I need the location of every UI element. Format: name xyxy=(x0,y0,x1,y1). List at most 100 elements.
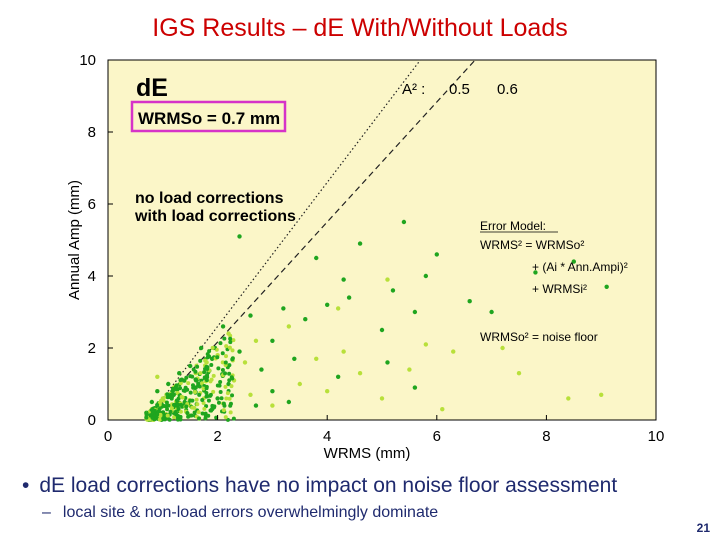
data-point xyxy=(228,403,233,408)
x-tick-label: 10 xyxy=(648,428,665,445)
data-point xyxy=(223,360,228,365)
data-point xyxy=(412,309,418,315)
data-point xyxy=(500,345,505,351)
data-point xyxy=(314,255,319,261)
data-point xyxy=(242,360,248,365)
data-point xyxy=(197,384,202,389)
data-point xyxy=(335,374,341,379)
data-point xyxy=(314,356,319,361)
data-point xyxy=(229,375,234,380)
x-tick-label: 6 xyxy=(433,428,441,445)
data-point xyxy=(204,394,209,399)
data-point xyxy=(155,402,160,407)
data-point xyxy=(604,284,609,289)
data-point xyxy=(195,364,200,369)
data-point xyxy=(208,379,213,384)
data-point xyxy=(168,409,173,414)
data-point xyxy=(209,362,214,367)
data-point xyxy=(200,398,205,403)
data-point xyxy=(489,309,494,315)
data-point xyxy=(200,411,205,416)
data-point xyxy=(144,412,149,417)
data-point xyxy=(176,414,181,419)
data-point xyxy=(226,381,231,387)
y-tick-label: 6 xyxy=(88,196,96,213)
data-point xyxy=(188,374,193,379)
data-point xyxy=(451,349,456,354)
data-point xyxy=(188,413,193,418)
data-point xyxy=(185,410,190,415)
axes: 0 2 4 6 8 10 0 2 4 6 8 10 WRMS (mm) Annual Amp (mm) xyxy=(66,52,664,462)
data-point xyxy=(253,338,259,343)
data-point xyxy=(192,405,197,410)
data-point xyxy=(218,380,223,385)
data-point xyxy=(158,398,163,403)
data-point xyxy=(175,417,180,422)
reference-prefix: A² : xyxy=(402,81,425,98)
data-point xyxy=(434,252,439,257)
data-point xyxy=(172,402,177,407)
y-tick-label: 8 xyxy=(88,124,96,141)
data-point xyxy=(214,347,219,352)
error-model-footer: WRMSo² = noise floor xyxy=(480,330,598,344)
data-point xyxy=(215,355,220,360)
legend-no-load: no load corrections xyxy=(135,190,284,207)
data-point xyxy=(165,392,170,397)
data-point xyxy=(191,367,196,372)
error-model-heading: Error Model: xyxy=(480,219,546,233)
data-point xyxy=(178,381,183,386)
reference-label-2: 0.6 xyxy=(497,81,518,98)
data-point xyxy=(198,345,204,351)
data-point xyxy=(169,405,174,410)
data-point xyxy=(270,338,275,343)
data-point xyxy=(197,416,202,421)
data-point xyxy=(171,386,176,391)
data-point xyxy=(161,410,166,415)
data-point xyxy=(230,357,235,362)
data-point xyxy=(220,324,226,329)
data-point xyxy=(155,389,160,394)
data-point xyxy=(390,288,396,293)
x-tick-label: 8 xyxy=(542,428,550,445)
data-point xyxy=(325,389,330,394)
data-point xyxy=(164,400,169,405)
data-point xyxy=(292,356,297,361)
data-point xyxy=(181,388,186,393)
data-point xyxy=(224,344,229,349)
data-point xyxy=(158,412,163,417)
data-point xyxy=(599,392,604,397)
panel-label: dE xyxy=(136,74,168,102)
y-tick-label: 10 xyxy=(79,52,96,69)
data-point xyxy=(227,345,232,350)
x-tick-label: 4 xyxy=(323,428,331,445)
data-point xyxy=(196,410,201,415)
y-tick-label: 4 xyxy=(88,268,96,285)
data-point xyxy=(208,392,213,397)
data-point xyxy=(203,416,208,421)
data-points xyxy=(144,219,609,422)
data-point xyxy=(401,219,407,225)
noise-floor-label: WRMSo = 0.7 mm xyxy=(138,109,280,128)
data-point xyxy=(231,338,236,343)
data-point xyxy=(157,407,162,412)
data-point xyxy=(205,373,210,378)
data-point xyxy=(286,399,292,405)
data-point xyxy=(218,390,223,395)
data-point xyxy=(200,381,205,386)
data-point xyxy=(440,407,445,412)
data-point xyxy=(216,400,221,405)
data-point xyxy=(179,394,184,399)
data-point xyxy=(385,360,390,365)
data-point xyxy=(190,398,195,403)
data-point xyxy=(206,413,211,418)
data-point xyxy=(225,391,230,396)
data-point xyxy=(237,234,242,239)
data-point xyxy=(467,299,472,304)
data-point xyxy=(166,403,171,408)
data-point xyxy=(220,351,225,356)
data-point xyxy=(205,352,210,357)
reference-line-1 xyxy=(145,59,421,421)
data-point xyxy=(230,393,235,398)
data-point xyxy=(224,354,229,359)
data-point xyxy=(202,406,207,411)
